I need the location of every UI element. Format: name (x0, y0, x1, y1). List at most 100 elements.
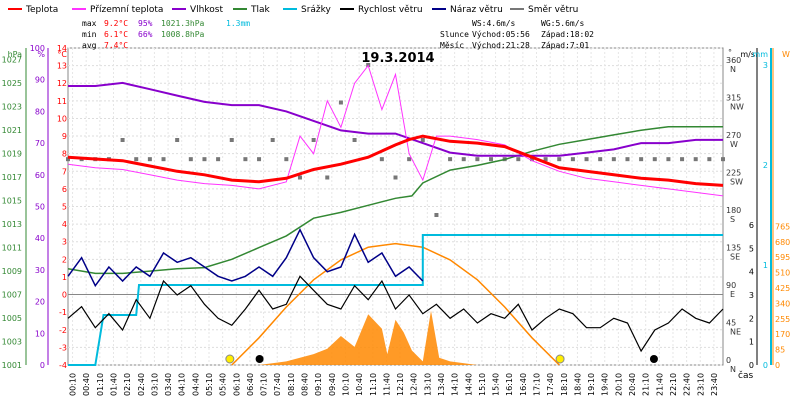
stats-pressure: 1008.8hPa (161, 30, 205, 39)
hpa-tick-label: 1015 (2, 197, 22, 206)
wind-direction-point (721, 157, 725, 162)
wind-direction-point (475, 157, 480, 162)
temp-tick-label: -1 (59, 308, 67, 317)
x-tick-label: 03:40 (164, 373, 173, 396)
x-tick-label: 23:40 (710, 373, 719, 396)
hpa-tick-label: 1007 (2, 291, 22, 300)
temp-tick-label: 0 (62, 291, 67, 300)
x-tick-label: 02:40 (137, 373, 146, 396)
hpa-tick-label: 1005 (2, 314, 22, 323)
wind-direction-point (516, 157, 521, 162)
legend-label: Směr větru (528, 5, 578, 15)
temp-tick-label: -2 (59, 326, 67, 335)
direction-tick-label: 90 (726, 281, 736, 290)
wind-direction-point (461, 157, 466, 162)
wind-direction-point (229, 138, 234, 142)
x-tick-label: 14:10 (451, 373, 460, 396)
wind-direction-point (202, 157, 207, 162)
x-tick-label: 11:10 (369, 373, 378, 396)
x-tick-label: 20:10 (614, 373, 623, 396)
x-tick-label: 04:10 (178, 373, 187, 396)
temp-tick-label: 6 (62, 185, 67, 194)
x-tick-label: 13:40 (437, 373, 446, 396)
moonrise-marker (649, 355, 658, 363)
wind-direction-point (652, 157, 657, 162)
stats-pressure: 1021.3hPa (161, 19, 205, 28)
hpa-tick-label: 1017 (2, 173, 22, 182)
stats-label: min (82, 30, 97, 39)
solar-unit: W (782, 50, 790, 59)
moonset-marker (255, 355, 264, 363)
x-tick-label: 17:10 (533, 373, 542, 396)
hpa-tick-label: 1009 (2, 267, 22, 276)
wind-direction-point (134, 157, 139, 162)
x-tick-label: 22:40 (683, 373, 692, 396)
temp-tick-label: 7 (62, 167, 67, 176)
x-tick-label: 01:10 (96, 373, 105, 396)
x-tick-label: 20:40 (628, 373, 637, 396)
humidity-tick-label: 90 (35, 76, 45, 85)
humidity-tick-label: 40 (35, 234, 45, 243)
wind-speed-stat: WS:4.6m/s (472, 19, 516, 28)
temp-unit: °C (57, 50, 67, 59)
legend-label: Teplota (25, 5, 58, 15)
legend: Teplota Přízemní teplota Vlhkost Tlak Srážky… (8, 5, 578, 15)
rain-tick-label: 2 (763, 161, 768, 170)
hpa-tick-label: 1021 (2, 126, 22, 135)
x-tick-label: 12:40 (410, 373, 419, 396)
humidity-tick-label: 80 (35, 107, 45, 116)
wind-direction-point (693, 157, 698, 162)
direction-tick-label: 0 (726, 356, 731, 365)
stats-label: avg (82, 41, 97, 50)
wind-direction-point (420, 138, 425, 142)
moon-label: Měsíc (440, 41, 464, 50)
sun-label: Slunce (440, 30, 469, 39)
series-line-ground-temp (67, 64, 724, 197)
rain-unit: mm (752, 50, 768, 59)
direction-tick-label: 270 (726, 131, 741, 140)
direction-tick-label: 45 (726, 319, 736, 328)
wind-direction-point (188, 157, 193, 162)
rain-tick-label: 1 (763, 261, 768, 270)
wind-direction-point (147, 157, 152, 162)
direction-tick-label: W (730, 140, 738, 149)
x-tick-label: 16:40 (519, 373, 528, 396)
humidity-tick-label: 100 (30, 44, 45, 53)
humidity-tick-label: 50 (35, 203, 45, 212)
wind-tick-label: 4 (749, 268, 754, 277)
x-tick-label: 07:10 (260, 373, 269, 396)
wind-tick-label: 0 (749, 361, 754, 370)
wind-direction-point (639, 157, 644, 162)
direction-tick-label: N (730, 65, 736, 74)
stats-label: max (82, 19, 97, 28)
x-tick-label: 09:40 (328, 373, 337, 396)
hpa-tick-label: 1003 (2, 338, 22, 347)
humidity-tick-label: 20 (35, 298, 45, 307)
x-tick-label: 21:10 (642, 373, 651, 396)
solar-tick-label: 255 (775, 315, 790, 324)
wind-direction-point (489, 157, 494, 162)
direction-tick-label: 180 (726, 206, 741, 215)
direction-tick-label: SE (730, 253, 740, 262)
series-line-humidity (68, 81, 723, 157)
temp-tick-label: 8 (62, 150, 67, 159)
direction-tick-label: E (730, 290, 735, 299)
solar-tick-label: 85 (775, 346, 785, 355)
x-tick-label: 15:10 (478, 373, 487, 396)
temp-tick-label: 2 (62, 255, 67, 264)
solar-tick-label: 0 (775, 361, 780, 370)
direction-tick-label: S (730, 215, 735, 224)
temp-tick-label: 10 (57, 114, 67, 123)
x-tick-label: 04:40 (191, 373, 200, 396)
hpa-tick-label: 1011 (2, 244, 22, 253)
wind-tick-label: 2 (749, 314, 754, 323)
x-tick-label: 19:40 (601, 373, 610, 396)
moonrise-text: Východ:21:28 (472, 41, 530, 50)
wind-direction-point (570, 157, 575, 162)
x-tick-label: 06:40 (246, 373, 255, 396)
x-tick-label: 14:40 (464, 373, 473, 396)
legend-label: Vlhkost (190, 5, 223, 15)
x-tick-label: 16:10 (505, 373, 514, 396)
wind-direction-point (352, 138, 357, 142)
direction-tick-label: 315 (726, 94, 741, 103)
